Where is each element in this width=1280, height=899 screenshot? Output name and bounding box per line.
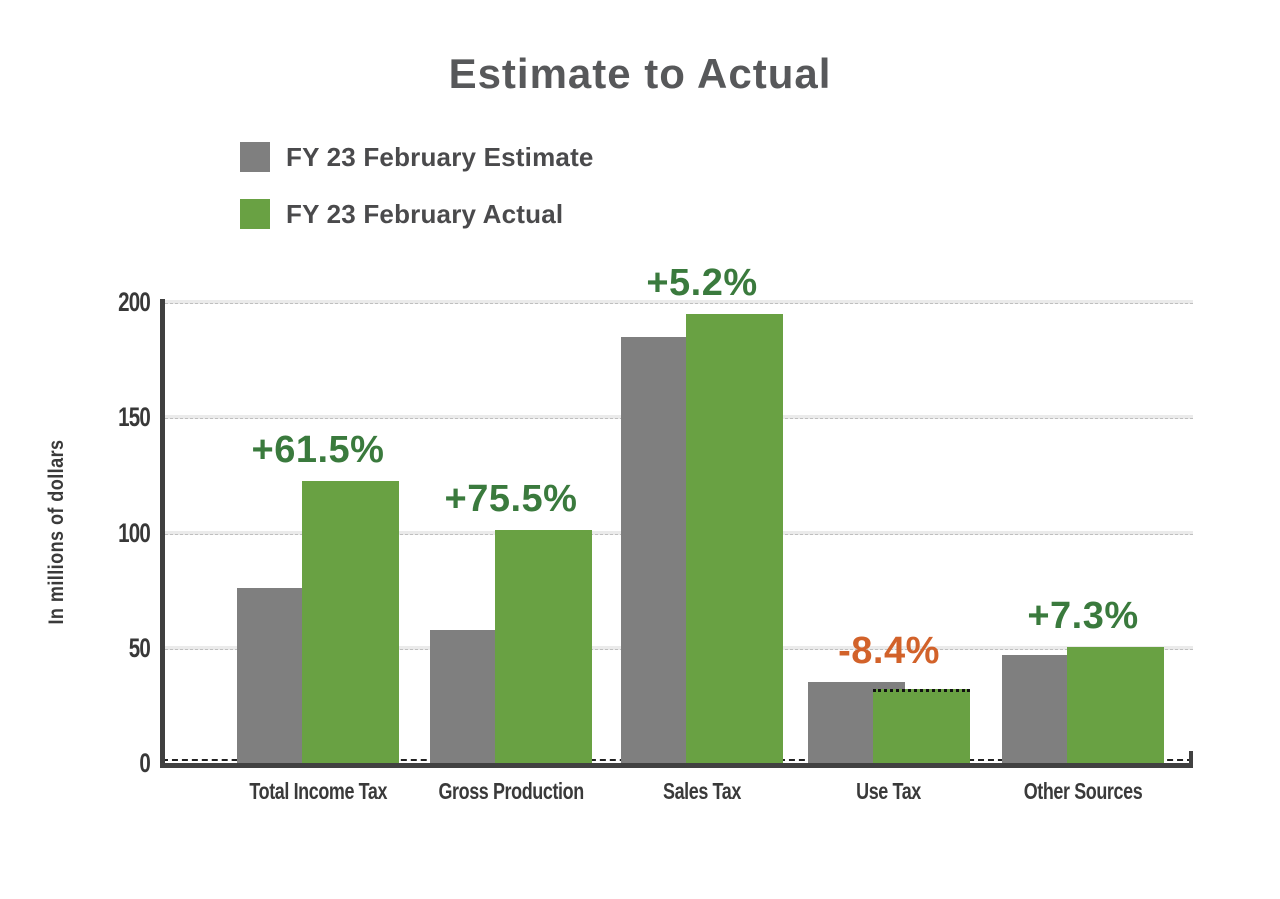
bar-actual-sales-tax bbox=[686, 314, 783, 763]
pct-change-annotation-other-sources: +7.3% bbox=[1027, 595, 1139, 638]
y-tick-label-100: 100 bbox=[118, 517, 151, 548]
legend-swatch-actual-icon bbox=[240, 199, 270, 229]
x-axis-label-use-tax: Use Tax bbox=[856, 778, 922, 804]
x-axis-line bbox=[160, 763, 1193, 768]
x-axis-end-tick bbox=[1189, 751, 1193, 764]
pct-change-annotation-gross-production: +75.5% bbox=[444, 478, 578, 521]
x-axis-label-total-income-tax: Total Income Tax bbox=[249, 778, 387, 804]
bar-actual-total-income-tax bbox=[302, 480, 399, 763]
pct-change-annotation-sales-tax: +5.2% bbox=[646, 262, 758, 305]
legend-label-estimate: FY 23 February Estimate bbox=[286, 141, 594, 172]
legend-item-estimate: FY 23 February Estimate bbox=[240, 141, 594, 173]
legend-label-actual: FY 23 February Actual bbox=[286, 198, 564, 229]
y-tick-label-150: 150 bbox=[118, 402, 151, 433]
x-axis-label-gross-production: Gross Production bbox=[438, 778, 584, 804]
x-axis-label-sales-tax: Sales Tax bbox=[663, 778, 741, 804]
y-tick-label-200: 200 bbox=[118, 287, 151, 317]
y-tick-label-0: 0 bbox=[139, 748, 150, 778]
pct-change-annotation-total-income-tax: +61.5% bbox=[251, 428, 385, 471]
legend-item-actual: FY 23 February Actual bbox=[240, 198, 594, 230]
y-axis-title: In millions of dollars bbox=[45, 439, 68, 625]
bar-actual-use-tax bbox=[873, 689, 970, 766]
y-axis-line bbox=[160, 299, 165, 768]
chart-title: Estimate to Actual bbox=[448, 50, 832, 97]
legend-swatch-estimate-icon bbox=[240, 142, 270, 172]
bar-actual-other-sources bbox=[1067, 647, 1164, 763]
gridline-200 bbox=[160, 300, 1193, 304]
x-axis-label-other-sources: Other Sources bbox=[1023, 778, 1143, 804]
pct-change-annotation-use-tax: -8.4% bbox=[838, 630, 940, 673]
y-tick-label-50: 50 bbox=[128, 632, 151, 663]
legend: FY 23 February Estimate FY 23 February A… bbox=[240, 141, 594, 255]
bar-actual-gross-production bbox=[495, 530, 592, 763]
